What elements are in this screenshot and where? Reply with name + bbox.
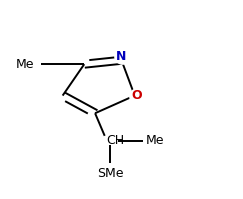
Text: O: O — [131, 89, 142, 102]
Text: N: N — [116, 50, 127, 63]
Text: SMe: SMe — [97, 167, 123, 180]
Text: Me: Me — [146, 134, 164, 147]
Text: Me: Me — [15, 58, 34, 71]
Text: CH: CH — [106, 134, 124, 147]
